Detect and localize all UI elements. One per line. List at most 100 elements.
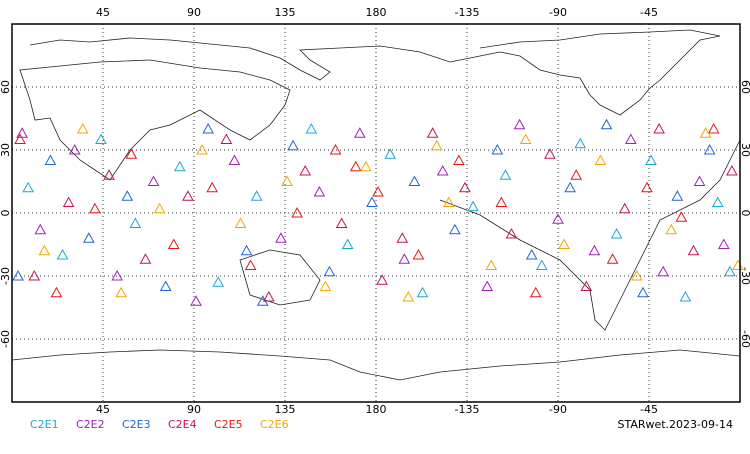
point <box>240 244 253 256</box>
point <box>525 248 538 260</box>
point <box>121 190 134 201</box>
point <box>262 290 275 302</box>
point <box>275 232 287 243</box>
point <box>412 248 425 260</box>
point <box>588 244 601 256</box>
coastline-antarctica <box>11 349 741 381</box>
point <box>103 169 115 180</box>
point <box>535 259 548 270</box>
y-tick-label-left: 30 <box>0 143 12 157</box>
legend-entry: C2E2 <box>76 418 105 431</box>
point <box>505 227 518 239</box>
point <box>95 133 107 144</box>
point <box>319 280 332 291</box>
point <box>360 160 372 172</box>
point <box>693 175 706 186</box>
point <box>657 265 670 277</box>
point <box>50 286 63 298</box>
point <box>544 148 556 159</box>
point <box>212 276 225 287</box>
point <box>353 127 366 138</box>
point <box>147 175 160 186</box>
point <box>182 190 194 201</box>
point <box>687 244 700 256</box>
point <box>76 122 89 134</box>
point <box>679 290 692 302</box>
point <box>436 164 449 176</box>
source-label: STARwet.2023-09-14 <box>617 418 733 431</box>
y-tick-label-right: -30 <box>739 267 750 285</box>
point <box>402 290 415 302</box>
point <box>28 269 41 281</box>
point <box>372 185 384 197</box>
point <box>699 127 712 138</box>
point <box>329 143 342 155</box>
point <box>323 265 336 277</box>
point <box>341 238 354 249</box>
point <box>449 223 461 235</box>
x-tick-label-top: 135 <box>275 6 296 19</box>
points <box>12 118 744 306</box>
point <box>115 286 128 298</box>
point <box>14 133 26 144</box>
y-tick-label-left: -30 <box>0 267 12 285</box>
point <box>34 223 47 235</box>
point <box>574 137 587 149</box>
point <box>335 217 348 228</box>
point <box>89 202 101 214</box>
legend-entry: C2E6 <box>260 418 289 431</box>
point <box>196 143 208 155</box>
point <box>12 269 24 281</box>
coastline-north <box>29 29 721 116</box>
point <box>618 202 631 214</box>
point <box>313 185 326 197</box>
point <box>519 133 532 144</box>
x-tick-label-top: -135 <box>455 6 480 19</box>
point <box>159 280 172 291</box>
point <box>631 269 643 281</box>
point <box>190 295 202 306</box>
point <box>653 122 665 134</box>
point <box>513 118 526 130</box>
point <box>711 196 724 207</box>
point <box>228 154 241 165</box>
point <box>281 175 293 186</box>
point <box>234 217 247 228</box>
point <box>641 181 653 193</box>
x-tick-label-bottom: 135 <box>275 403 296 416</box>
point <box>637 286 649 298</box>
point <box>206 181 219 193</box>
point <box>459 181 471 193</box>
point <box>68 143 81 155</box>
coastlines <box>11 29 741 381</box>
x-tick-label-top: -45 <box>640 6 658 19</box>
point <box>56 248 69 260</box>
point <box>529 286 542 298</box>
x-tick-label-bottom: 45 <box>96 403 110 416</box>
coastline-australia <box>239 249 321 306</box>
point <box>167 238 180 249</box>
y-tick-label-right: 60 <box>739 80 750 94</box>
point <box>481 280 494 291</box>
y-tick-label-left: 0 <box>0 210 12 217</box>
point <box>717 238 730 249</box>
legend-entry: C2E5 <box>214 418 243 431</box>
y-tick-label-left: -60 <box>0 330 12 348</box>
point <box>398 253 411 264</box>
point <box>139 253 152 264</box>
point <box>299 164 312 176</box>
point <box>453 154 465 165</box>
point <box>580 280 593 291</box>
coastline-eurasia <box>19 59 291 181</box>
point <box>408 175 421 186</box>
point <box>467 200 479 212</box>
point <box>202 122 215 134</box>
point <box>82 232 95 243</box>
x-tick-label-top: 180 <box>366 6 387 19</box>
point <box>426 127 439 138</box>
map-frame <box>11 23 741 403</box>
y-tick-label-right: 0 <box>739 210 750 217</box>
point <box>703 143 716 155</box>
x-tick-label-bottom: -90 <box>549 403 567 416</box>
